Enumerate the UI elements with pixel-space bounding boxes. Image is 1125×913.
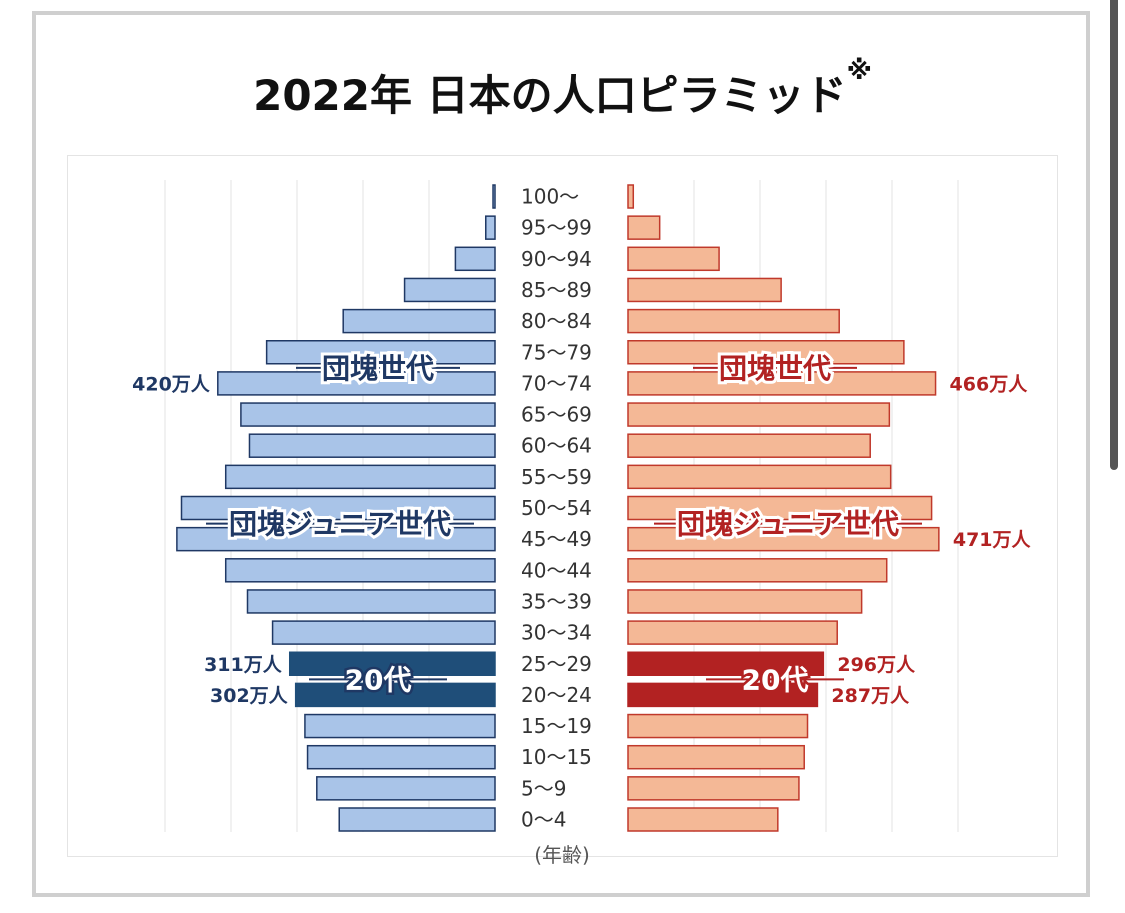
bar-left-14 (217, 371, 496, 396)
bar-left-0 (338, 807, 496, 832)
age-label-4: 20〜24 (521, 683, 592, 707)
bar-right-18 (627, 246, 720, 272)
bar-right-15 (627, 340, 905, 365)
bar-left-6 (271, 620, 496, 645)
bar-left-11 (224, 464, 496, 490)
bar-right-17 (627, 277, 782, 303)
bar-left-18 (454, 246, 496, 272)
age-label-2: 10〜15 (521, 745, 592, 769)
bar-left-15 (265, 340, 496, 365)
bar-left-9 (176, 526, 496, 552)
annotation-text-left-1: 団塊ジュニア世代 (229, 508, 451, 541)
age-label-6: 30〜34 (521, 621, 592, 645)
age-label-14: 70〜74 (521, 371, 592, 395)
value-label-right-5: 296万人 (837, 654, 916, 676)
bar-right-20 (627, 184, 635, 209)
title-note-mark: ※ (846, 56, 872, 86)
bar-right-9 (627, 526, 940, 552)
bar-right-16 (627, 308, 840, 334)
age-label-13: 65〜69 (521, 403, 592, 427)
bar-right-1 (627, 776, 800, 801)
bar-left-2 (306, 744, 496, 770)
bar-right-2 (627, 744, 805, 770)
bar-left-3 (304, 713, 496, 739)
age-label-7: 35〜39 (521, 589, 592, 613)
value-label-right-4: 471万人 (953, 529, 1032, 551)
age-label-15: 75〜79 (521, 340, 592, 364)
bar-right-3 (627, 713, 809, 739)
bar-right-4 (627, 682, 819, 708)
value-label-left-0: 420万人 (132, 373, 211, 395)
scrollbar[interactable] (1110, 0, 1118, 470)
bar-right-0 (627, 807, 779, 832)
age-label-16: 80〜84 (521, 309, 592, 333)
age-label-20: 100〜 (521, 185, 579, 209)
bar-left-5 (288, 651, 496, 676)
age-label-8: 40〜44 (521, 558, 592, 582)
age-label-9: 45〜49 (521, 527, 592, 551)
bar-left-17 (403, 277, 496, 303)
value-label-right-3: 466万人 (950, 373, 1029, 395)
value-label-left-2: 302万人 (210, 685, 289, 707)
age-label-17: 85〜89 (521, 278, 592, 302)
bar-right-6 (627, 620, 838, 645)
bar-right-13 (627, 402, 891, 427)
bar-right-14 (627, 371, 937, 396)
page-title: 2022年 日本の人口ピラミッド※ (0, 56, 1125, 123)
bar-right-8 (627, 558, 888, 583)
bar-left-10 (180, 495, 496, 521)
age-label-3: 15〜19 (521, 714, 592, 738)
plot-frame (67, 155, 1058, 857)
annotation-text-right-0: 団塊世代 (719, 352, 831, 385)
bar-left-20 (492, 184, 496, 209)
value-label-right-6: 287万人 (831, 685, 910, 707)
bar-right-7 (627, 589, 863, 614)
bar-right-5 (627, 651, 825, 676)
bar-right-19 (627, 215, 661, 240)
bar-left-19 (485, 215, 496, 240)
chart-card (32, 11, 1090, 897)
axis-label-age: (年齢) (534, 843, 590, 867)
age-label-18: 90〜94 (521, 247, 592, 271)
age-label-0: 0〜4 (521, 808, 566, 832)
age-label-5: 25〜29 (521, 652, 592, 676)
age-label-10: 50〜54 (521, 496, 592, 520)
age-label-19: 95〜99 (521, 216, 592, 240)
annotation-text-left-2: 20代 (345, 663, 412, 696)
bar-right-11 (627, 464, 892, 490)
age-label-12: 60〜64 (521, 434, 592, 458)
annotation-text-left-0: 団塊世代 (322, 352, 434, 385)
annotation-text-right-2: 20代 (742, 663, 809, 696)
value-label-left-1: 311万人 (204, 654, 283, 676)
age-label-11: 55〜59 (521, 465, 592, 489)
title-text: 2022年 日本の人口ピラミッド (253, 71, 847, 120)
bar-left-12 (248, 433, 496, 458)
bar-left-4 (294, 682, 496, 708)
bar-left-1 (316, 776, 496, 801)
bar-left-7 (246, 589, 496, 614)
bar-right-10 (627, 495, 933, 521)
age-label-1: 5〜9 (521, 776, 566, 800)
bar-left-16 (342, 308, 496, 334)
annotation-text-right-1: 団塊ジュニア世代 (677, 508, 899, 541)
bar-right-12 (627, 433, 871, 458)
bar-left-8 (224, 558, 496, 583)
bar-left-13 (240, 402, 496, 427)
